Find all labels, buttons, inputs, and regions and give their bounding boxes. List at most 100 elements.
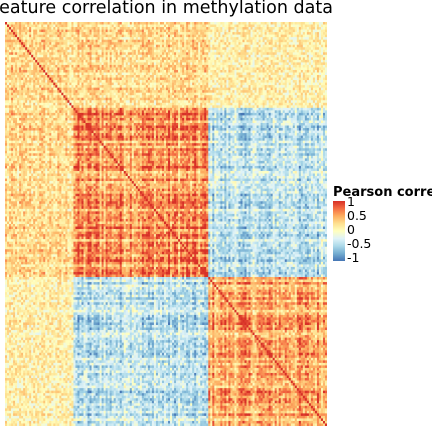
- heatmap-cell: [257, 80, 259, 83]
- heatmap-cell: [13, 57, 15, 60]
- heatmap-cell: [92, 47, 94, 50]
- heatmap-cell: [305, 50, 307, 53]
- heatmap-cell: [218, 70, 220, 73]
- heatmap-cell: [45, 93, 47, 96]
- heatmap-cell: [31, 50, 33, 53]
- heatmap-cell: [69, 27, 71, 30]
- heatmap-cell: [23, 62, 25, 65]
- heatmap-cell: [65, 88, 67, 91]
- heatmap-cell: [47, 25, 49, 28]
- heatmap-cell: [194, 73, 196, 76]
- heatmap-cell: [216, 32, 218, 35]
- heatmap-cell: [299, 67, 301, 70]
- heatmap-cell: [220, 50, 222, 53]
- heatmap-cell: [132, 40, 134, 43]
- heatmap-cell: [236, 37, 238, 40]
- heatmap-cell: [122, 40, 124, 43]
- heatmap-cell: [208, 60, 210, 63]
- heatmap-cell: [285, 47, 287, 50]
- heatmap-cell: [311, 75, 313, 78]
- heatmap-cell: [168, 70, 170, 73]
- heatmap-cell: [301, 78, 303, 81]
- heatmap-cell: [198, 67, 200, 70]
- heatmap-cell: [9, 22, 11, 25]
- heatmap-cell: [244, 27, 246, 30]
- heatmap-cell: [106, 52, 108, 55]
- heatmap-cell: [232, 90, 234, 93]
- heatmap-cell: [23, 55, 25, 58]
- heatmap-cell: [134, 27, 136, 30]
- heatmap-cell: [255, 67, 257, 70]
- heatmap-cell: [321, 65, 323, 68]
- heatmap-cell: [299, 62, 301, 65]
- heatmap-cell: [317, 32, 319, 35]
- heatmap-cell: [148, 50, 150, 53]
- heatmap-cell: [301, 83, 303, 86]
- heatmap-cell: [190, 40, 192, 43]
- heatmap-cell: [202, 83, 204, 86]
- heatmap-cell: [281, 67, 283, 70]
- heatmap-cell: [244, 83, 246, 86]
- heatmap-cell: [94, 57, 96, 60]
- heatmap-cell: [297, 62, 299, 65]
- heatmap-cell: [29, 62, 31, 65]
- heatmap-cell: [299, 90, 301, 93]
- heatmap-cell: [65, 95, 67, 98]
- heatmap-cell: [47, 88, 49, 91]
- heatmap-cell: [110, 67, 112, 70]
- heatmap-cell: [190, 80, 192, 83]
- heatmap-cell: [267, 40, 269, 43]
- heatmap-cell: [25, 78, 27, 81]
- heatmap-cell: [146, 88, 148, 91]
- heatmap-cell: [122, 73, 124, 76]
- heatmap-cell: [120, 27, 122, 30]
- heatmap-cell: [303, 65, 305, 68]
- heatmap-cell: [144, 70, 146, 73]
- heatmap-cell: [144, 98, 146, 101]
- heatmap-cell: [281, 60, 283, 63]
- heatmap-cell: [45, 42, 47, 45]
- heatmap-cell: [257, 83, 259, 86]
- heatmap-cell: [83, 52, 85, 55]
- heatmap-cell: [67, 65, 69, 68]
- heatmap-cell: [67, 55, 69, 58]
- heatmap-cell: [65, 65, 67, 68]
- heatmap-cell: [166, 78, 168, 81]
- heatmap-cell: [104, 22, 106, 25]
- heatmap-cell: [240, 90, 242, 93]
- heatmap-cell: [293, 90, 295, 93]
- heatmap-cell: [192, 22, 194, 25]
- heatmap-cell: [130, 88, 132, 91]
- heatmap-cell: [180, 50, 182, 53]
- heatmap-cell: [98, 47, 100, 50]
- heatmap-cell: [265, 80, 267, 83]
- heatmap-cell: [206, 52, 208, 55]
- heatmap-cell: [37, 37, 39, 40]
- heatmap-cell: [5, 60, 7, 63]
- heatmap-cell: [230, 42, 232, 45]
- heatmap-cell: [90, 85, 92, 88]
- heatmap-cell: [25, 100, 27, 103]
- heatmap-cell: [67, 62, 69, 65]
- heatmap-cell: [325, 60, 327, 63]
- heatmap-cell: [257, 37, 259, 40]
- heatmap-cell: [47, 78, 49, 81]
- heatmap-cell: [255, 90, 257, 93]
- heatmap-cell: [269, 67, 271, 70]
- heatmap-cell: [247, 27, 249, 30]
- heatmap-cell: [81, 67, 83, 70]
- heatmap-cell: [297, 78, 299, 81]
- heatmap-cell: [112, 73, 114, 76]
- heatmap-cell: [301, 35, 303, 38]
- heatmap-cell: [88, 55, 90, 58]
- heatmap-cell: [190, 57, 192, 60]
- heatmap-cell: [21, 42, 23, 45]
- heatmap-cell: [212, 47, 214, 50]
- heatmap-cell: [55, 70, 57, 73]
- heatmap-cell: [287, 52, 289, 55]
- heatmap-cell: [90, 35, 92, 38]
- heatmap-cell: [305, 90, 307, 93]
- heatmap-cell: [182, 42, 184, 45]
- heatmap-cell: [168, 75, 170, 78]
- heatmap-cell: [222, 22, 224, 25]
